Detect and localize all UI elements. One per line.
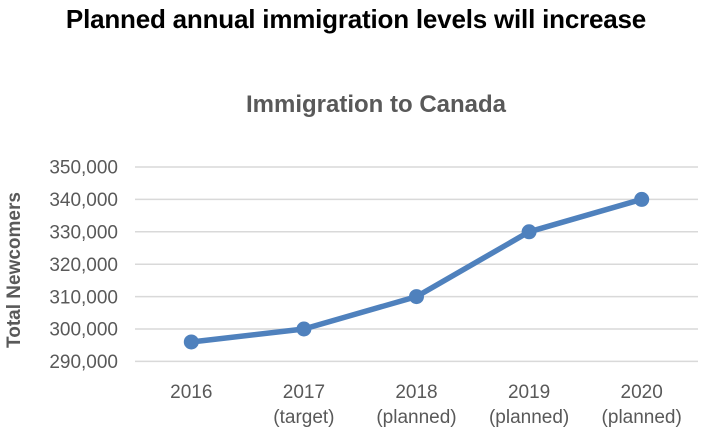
y-axis-tick-label: 330,000: [49, 222, 118, 243]
y-axis-tick-label: 310,000: [49, 287, 118, 308]
chart-title: Immigration to Canada: [245, 91, 507, 118]
y-axis-tick-label: 300,000: [49, 320, 118, 341]
x-axis-tick-label: 2020: [621, 382, 663, 403]
x-axis-tick-label-qualifier: (planned): [602, 407, 682, 428]
x-axis-tick-label-qualifier: (planned): [376, 407, 456, 428]
line-chart: 290,000 300,000 310,000 320,000 330,000 340,0…: [4, 158, 698, 428]
y-axis-tick-label: 350,000: [49, 158, 118, 179]
data-point-marker: [409, 289, 424, 305]
data-point-marker: [183, 334, 199, 350]
x-axis-tick-label: 2018: [395, 382, 437, 403]
x-axis-tick-label: 2019: [508, 382, 550, 403]
x-axis-tick-label: 2016: [170, 382, 212, 403]
data-point-marker: [521, 224, 537, 240]
data-point-marker: [634, 191, 650, 207]
y-axis-title: Total Newcomers: [4, 192, 25, 348]
x-axis-tick-label-qualifier: (target): [273, 407, 334, 428]
y-axis-tick-label: 320,000: [49, 255, 118, 276]
y-axis-tick-label: 290,000: [49, 352, 118, 373]
data-point-marker: [296, 321, 312, 337]
series-line: [188, 196, 645, 345]
y-axis-tick-label: 340,000: [49, 190, 118, 211]
x-axis-tick-label: 2017: [283, 382, 325, 403]
x-axis-tick-label-qualifier: (planned): [489, 407, 569, 428]
page-heading: Planned annual immigration levels will i…: [65, 4, 647, 34]
